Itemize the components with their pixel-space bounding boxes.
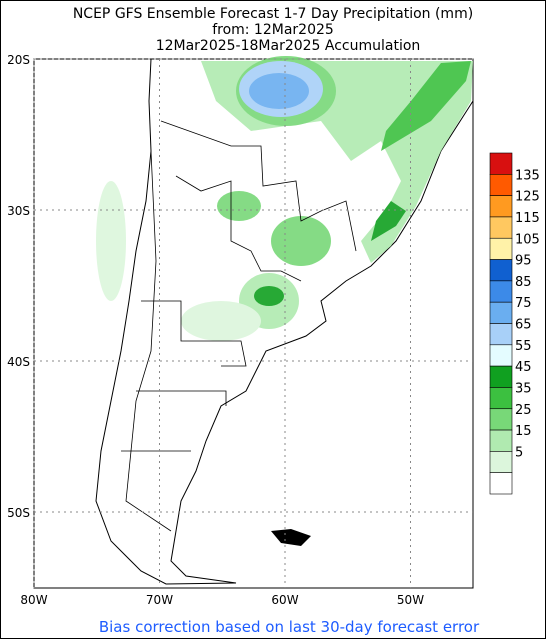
colorbar-label: 95 [515, 254, 532, 269]
lat-label: 30S [7, 204, 30, 218]
lon-label: 70W [146, 593, 173, 607]
map-layer [33, 56, 474, 589]
colorbar-label: 5 [515, 445, 523, 460]
colorbar-label: 15 [515, 424, 532, 439]
lon-label: 80W [20, 593, 47, 607]
colorbar-box [489, 387, 513, 410]
title: NCEP GFS Ensemble Forecast 1-7 Day Preci… [73, 6, 473, 22]
colorbar-box [489, 259, 513, 282]
colorbar-box [489, 451, 513, 473]
colorbar-label: 55 [515, 339, 532, 354]
colorbar-box [489, 280, 513, 303]
lat-label: 40S [7, 355, 30, 369]
colorbar-box [489, 152, 513, 175]
colorbar-box [489, 344, 513, 367]
colorbar-label: 105 [515, 232, 540, 247]
colorbar: 135 125 115 105 95 85 75 65 55 45 35 25 15 5 [489, 152, 540, 495]
colorbar-label: 65 [515, 318, 532, 333]
colorbar-label: 135 [515, 168, 540, 183]
colorbar-box [489, 237, 513, 260]
period: 12Mar2025-18Mar2025 Accumulation [156, 38, 421, 54]
colorbar-box [489, 365, 513, 388]
lat-label: 20S [7, 53, 30, 67]
axes: 20S 30S 40S 50S 80W 70W 60W 50W [7, 53, 473, 607]
colorbar-label: 85 [515, 275, 532, 290]
colorbar-label: 75 [515, 296, 532, 311]
footer: Bias correction based on last 30-day for… [99, 618, 480, 636]
colorbar-box [489, 408, 513, 431]
precip-shading [96, 56, 473, 341]
borders [121, 120, 357, 532]
lon-label: 50W [397, 593, 424, 607]
falklands [271, 529, 311, 546]
colorbar-box [489, 323, 513, 346]
colorbar-label: 25 [515, 403, 532, 418]
colorbar-label: 115 [515, 211, 540, 226]
colorbar-label: 45 [515, 360, 532, 375]
subtitle: from: 12Mar2025 [212, 22, 334, 38]
colorbar-label: 125 [515, 190, 540, 205]
colorbar-box [489, 429, 513, 452]
lon-label: 60W [271, 593, 298, 607]
colorbar-box [489, 216, 513, 239]
colorbar-box [489, 174, 513, 196]
colorbar-box [489, 195, 513, 218]
colorbar-box [489, 301, 513, 324]
colorbar-box [489, 472, 513, 495]
lat-label: 50S [7, 506, 30, 520]
colorbar-label: 35 [515, 381, 532, 396]
